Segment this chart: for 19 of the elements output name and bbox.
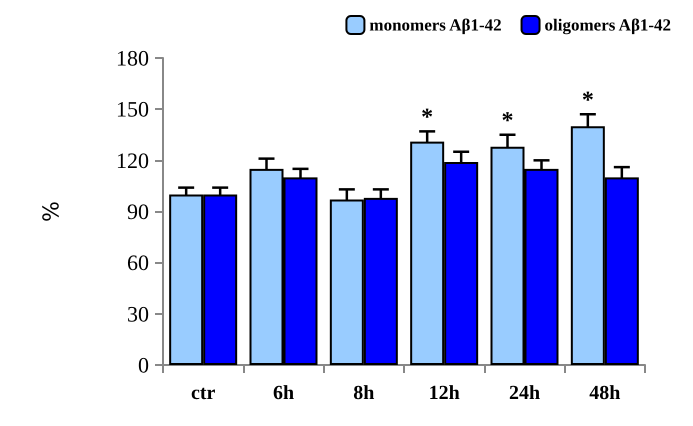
x-tick-label: 24h — [508, 382, 540, 404]
y-tick-label: 30 — [127, 301, 149, 326]
annotation: * — [502, 108, 514, 134]
x-tick-label: 6h — [272, 382, 294, 404]
annotation: * — [582, 87, 594, 114]
legend-label: monomers Aβ1-42 — [369, 16, 502, 34]
annotation: * — [421, 104, 434, 130]
y-tick-label: 150 — [116, 96, 149, 122]
x-tick-label: 48h — [589, 382, 620, 404]
x-tick-label: 12h — [428, 382, 460, 404]
y-tick-label: 180 — [116, 46, 149, 70]
y-tick-label: 0 — [138, 352, 149, 378]
y-axis-title: % — [40, 201, 64, 222]
y-tick-label: 120 — [116, 148, 149, 173]
y-tick-label: 60 — [127, 250, 149, 276]
x-tick-label: 8h — [353, 382, 374, 404]
legend-label: oligomers Aβ1-42 — [544, 16, 672, 34]
y-tick-label: 90 — [127, 199, 149, 224]
x-tick-label: ctr — [190, 382, 216, 404]
